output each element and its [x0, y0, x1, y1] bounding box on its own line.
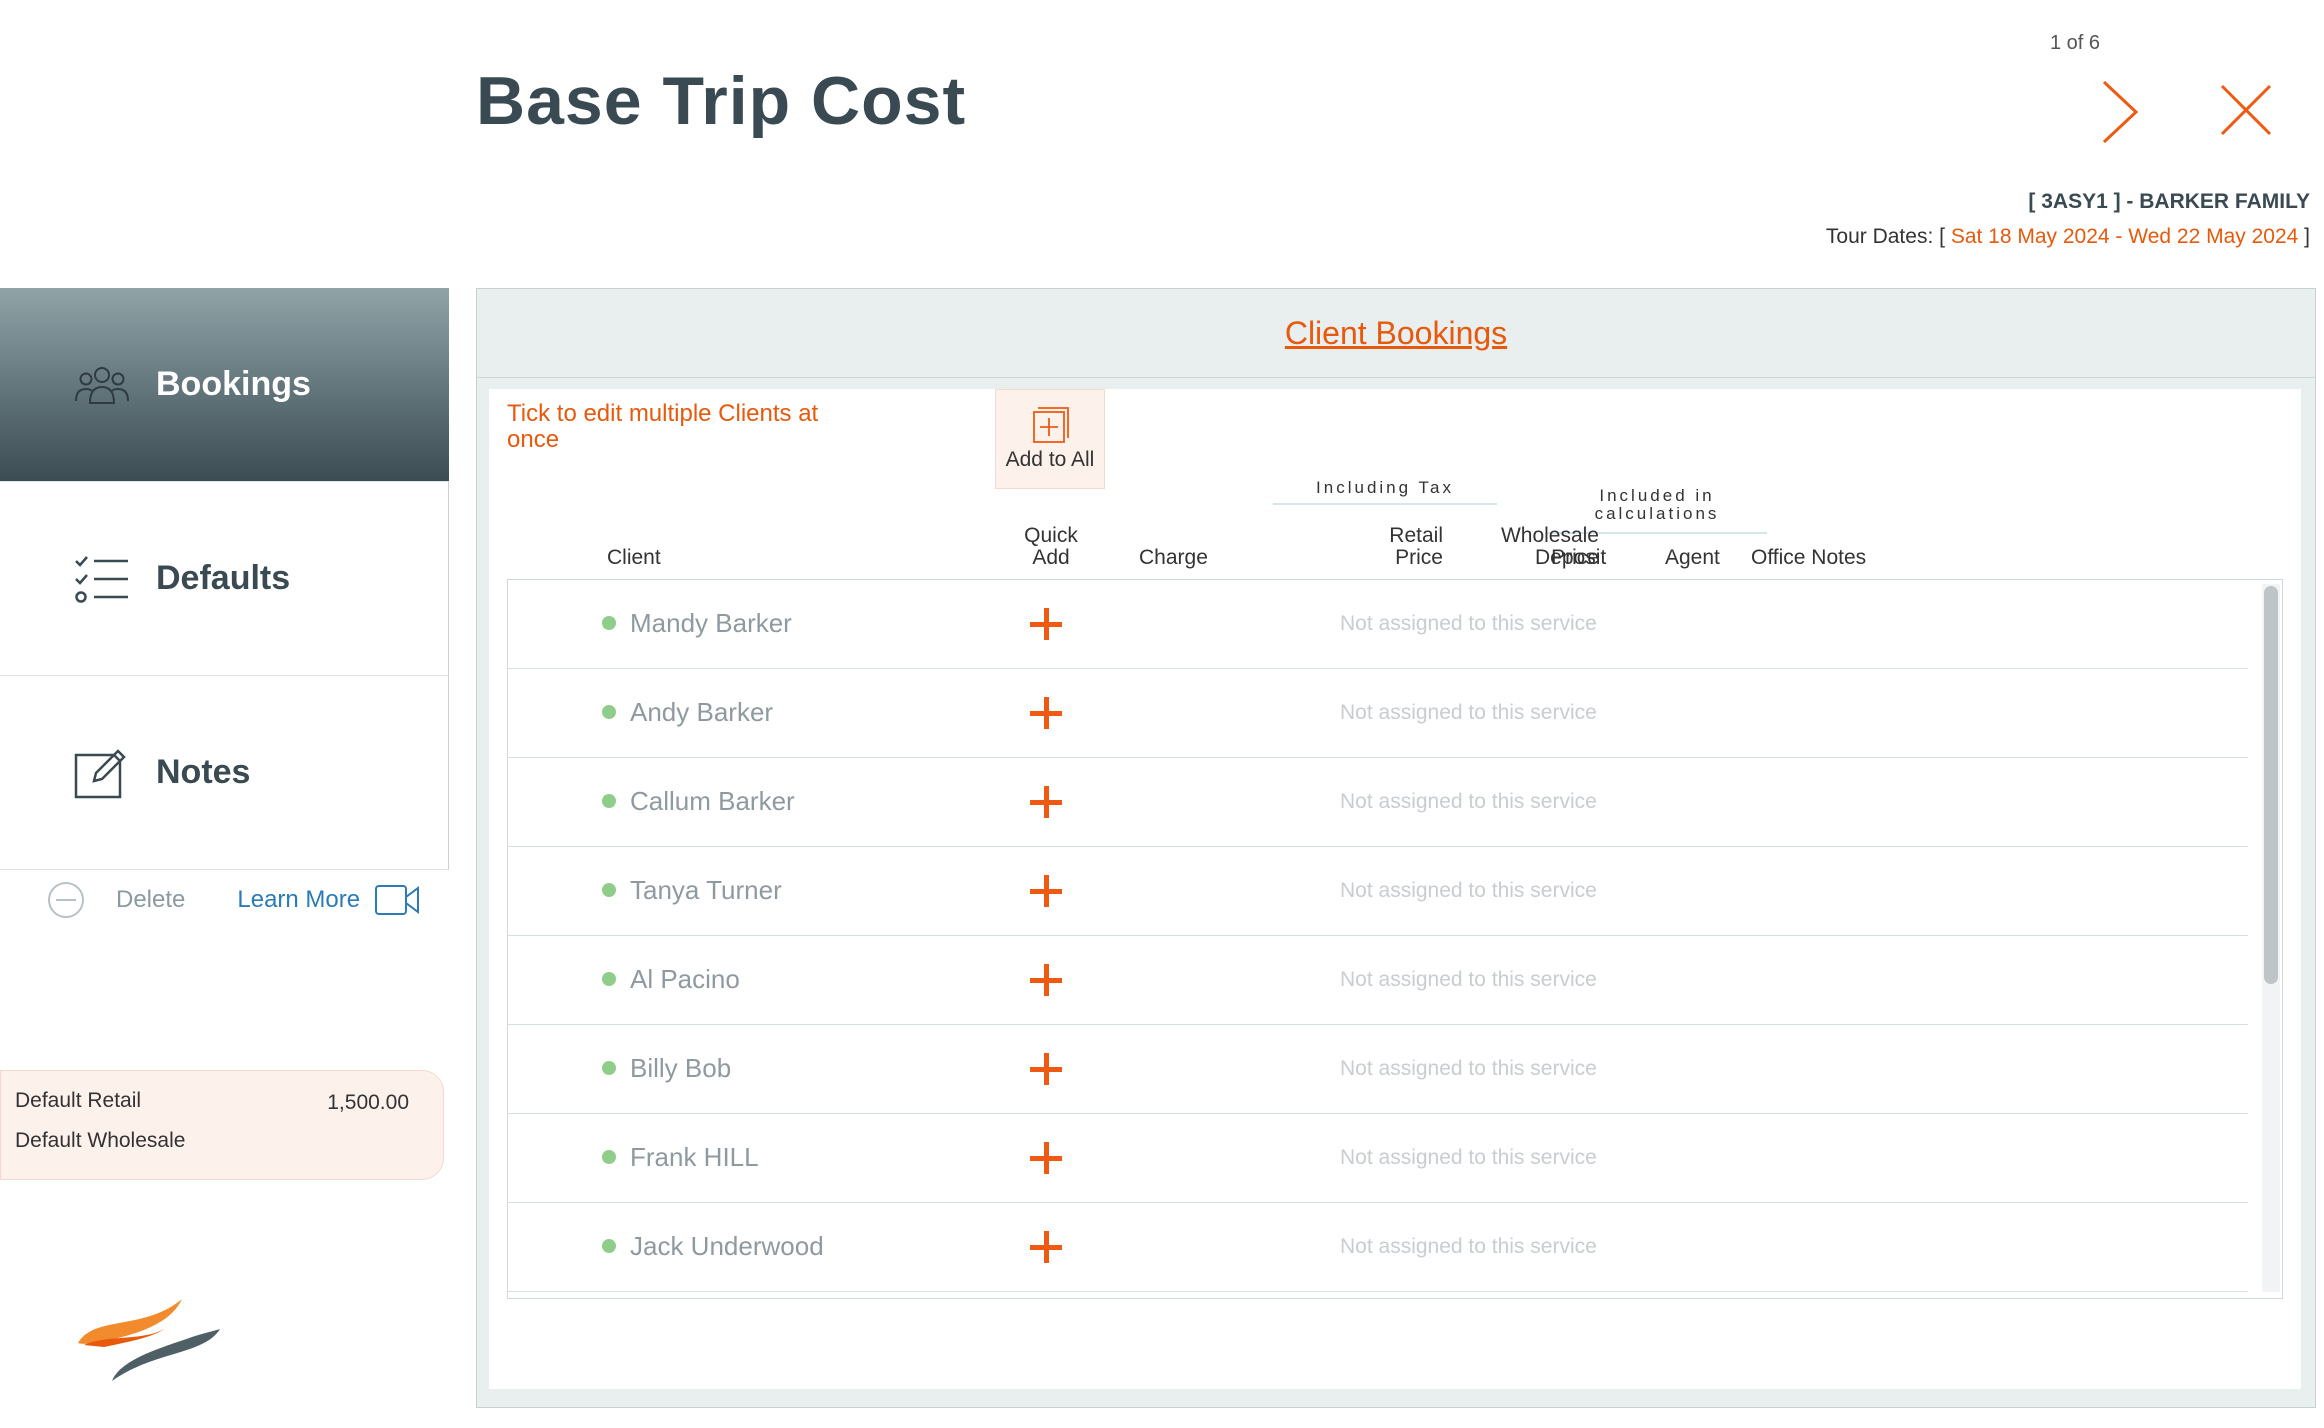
- tour-dates-close: ]: [2298, 225, 2310, 248]
- client-table: Mandy Barker Not assigned to this servic…: [507, 579, 2283, 1299]
- client-bookings-title[interactable]: Client Bookings: [1284, 315, 1508, 351]
- panel-divider: [477, 377, 2315, 378]
- status-dot: [602, 1239, 616, 1253]
- users-icon: [75, 366, 129, 404]
- plus-icon[interactable]: [1030, 1227, 1070, 1267]
- sidebar: Bookings Defaults Notes: [0, 288, 449, 870]
- assignment-status: Not assigned to this service: [1340, 1235, 1597, 1258]
- client-name: Andy Barker: [630, 697, 774, 727]
- sidebar-item-label: Bookings: [156, 365, 311, 403]
- sidebar-item-defaults[interactable]: Defaults: [0, 482, 449, 676]
- close-button[interactable]: [2218, 82, 2274, 138]
- tour-start-date: Sat 18 May 2024: [1950, 225, 2110, 248]
- add-box-icon: [1033, 407, 1069, 443]
- pager-indicator: 1 of 6: [2050, 32, 2101, 54]
- checklist-icon: [75, 555, 128, 603]
- plus-icon[interactable]: [1030, 604, 1070, 644]
- table-row: Al Pacino Not assigned to this service: [508, 936, 2248, 1025]
- status-dot: [602, 1150, 616, 1164]
- client-name: Frank HILL: [630, 1142, 759, 1172]
- status-dot: [602, 794, 616, 808]
- assignment-status: Not assigned to this service: [1340, 968, 1597, 991]
- sidebar-actions: Delete Learn More: [0, 870, 449, 930]
- status-dot: [602, 972, 616, 986]
- table-row: Andy Barker Not assigned to this service: [508, 669, 2248, 758]
- assignment-status: Not assigned to this service: [1340, 790, 1597, 813]
- table-row: Mandy Barker Not assigned to this servic…: [508, 580, 2248, 669]
- plus-icon[interactable]: [1030, 782, 1070, 822]
- tour-dates: Tour Dates: [ Sat 18 May 2024 - Wed 22 M…: [1826, 225, 2310, 249]
- default-retail-value: 1,500.00: [327, 1091, 409, 1114]
- column-header-quick-add: Quick Add: [1024, 524, 1078, 569]
- sidebar-item-label: Notes: [156, 753, 251, 791]
- close-icon: [2220, 84, 2272, 136]
- default-wholesale-label: Default Wholesale: [15, 1129, 186, 1152]
- tour-date-separator: -: [2109, 225, 2129, 248]
- assignment-status: Not assigned to this service: [1340, 879, 1597, 902]
- including-tax-underline: [1273, 503, 1497, 505]
- client-name: Jack Underwood: [630, 1231, 824, 1261]
- add-to-all-label: Add to All: [1005, 448, 1095, 471]
- status-dot: [602, 616, 616, 630]
- next-button[interactable]: [2100, 80, 2140, 144]
- bookings-content: Tick to edit multiple Clients at once Ad…: [489, 389, 2301, 1389]
- column-header-wholesale-price: Wholesale Price: [1500, 524, 1599, 569]
- multi-edit-hint: Tick to edit multiple Clients at once: [507, 400, 819, 453]
- video-camera-icon: [375, 885, 420, 915]
- default-retail-label: Default Retail: [15, 1089, 142, 1112]
- minus-circle-icon: [48, 882, 84, 918]
- client-bookings-panel: Client Bookings Tick to edit multiple Cl…: [476, 288, 2316, 1408]
- delete-button[interactable]: Delete: [46, 880, 185, 920]
- tour-end-date: Wed 22 May 2024: [2128, 225, 2299, 248]
- learn-more-label: Learn More: [237, 886, 361, 913]
- client-name: Tanya Turner: [630, 875, 782, 905]
- plus-icon[interactable]: [1030, 1049, 1070, 1089]
- edit-note-icon: [74, 748, 126, 798]
- table-row: Billy Bob Not assigned to this service: [508, 1025, 2248, 1114]
- sidebar-item-notes[interactable]: Notes: [0, 676, 449, 870]
- client-name: Callum Barker: [630, 786, 795, 816]
- booking-reference: [ 3ASY1 ] - BARKER FAMILY: [2028, 190, 2310, 213]
- page-title: Base Trip Cost: [476, 63, 967, 139]
- column-header-deposit: Deposit: [1535, 546, 1607, 569]
- table-row: Tanya Turner Not assigned to this servic…: [508, 847, 2248, 936]
- chevron-right-icon: [2102, 80, 2139, 144]
- column-header-client: Client: [607, 546, 661, 569]
- delete-label: Delete: [116, 886, 186, 913]
- learn-more-button[interactable]: Learn More: [237, 883, 420, 917]
- assignment-status: Not assigned to this service: [1340, 701, 1597, 724]
- plus-icon[interactable]: [1030, 871, 1070, 911]
- table-row: Jack Underwood Not assigned to this serv…: [508, 1203, 2248, 1292]
- client-name: Mandy Barker: [630, 608, 792, 638]
- company-logo: [78, 1299, 220, 1381]
- column-header-retail-price: Retail Price: [1389, 524, 1443, 569]
- defaults-summary: Default Retail 1,500.00 Default Wholesal…: [0, 1070, 444, 1180]
- plus-icon[interactable]: [1030, 693, 1070, 733]
- including-tax-group-header: Including Tax: [1316, 478, 1454, 497]
- sidebar-item-label: Defaults: [156, 559, 291, 597]
- table-row: Callum Barker Not assigned to this servi…: [508, 758, 2248, 847]
- assignment-status: Not assigned to this service: [1340, 1146, 1597, 1169]
- client-name: Billy Bob: [630, 1053, 732, 1083]
- add-to-all-button[interactable]: Add to All: [995, 389, 1105, 489]
- assignment-status: Not assigned to this service: [1340, 612, 1597, 635]
- scrollbar-thumb[interactable]: [2264, 586, 2278, 984]
- plus-icon[interactable]: [1030, 1138, 1070, 1178]
- plus-icon[interactable]: [1030, 960, 1070, 1000]
- column-header-office-notes: Office Notes: [1751, 546, 1867, 569]
- sidebar-item-bookings[interactable]: Bookings: [0, 288, 449, 482]
- column-header-charge: Charge: [1139, 546, 1208, 569]
- tour-dates-label: Tour Dates: [: [1825, 225, 1945, 248]
- column-header-agent: Agent: [1665, 546, 1720, 569]
- status-dot: [602, 1061, 616, 1075]
- assignment-status: Not assigned to this service: [1340, 1057, 1597, 1080]
- client-name: Al Pacino: [630, 964, 740, 994]
- status-dot: [602, 705, 616, 719]
- included-calc-group-header: Included in calculations: [1594, 486, 1720, 523]
- table-row: Frank HILL Not assigned to this service: [508, 1114, 2248, 1203]
- status-dot: [602, 883, 616, 897]
- included-calc-underline: [1547, 532, 1767, 534]
